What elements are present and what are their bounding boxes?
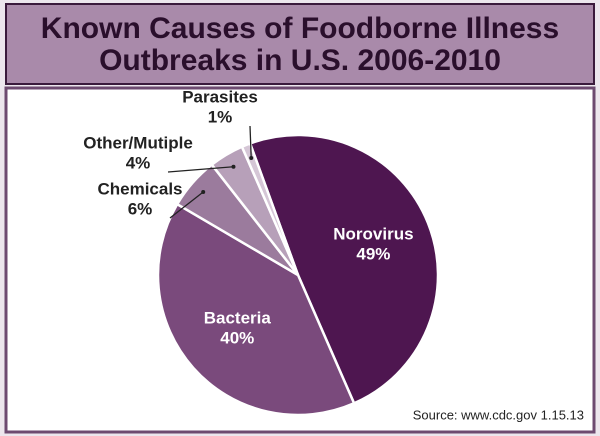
chart-title: Outbreaks in U.S. 2006-2010 <box>99 44 501 77</box>
slice-value: 4% <box>126 153 151 172</box>
leader-line <box>169 191 204 219</box>
leader-dot <box>249 156 254 161</box>
leader-dot <box>201 190 206 195</box>
slice-label: Chemicals <box>97 179 182 198</box>
slice-value: 1% <box>208 107 233 126</box>
slice-label: Bacteria <box>204 308 272 327</box>
leader-line <box>167 166 234 173</box>
slice-value: 40% <box>220 328 254 347</box>
slice-label: Norovirus <box>333 224 413 243</box>
source-note: Source: www.cdc.gov 1.15.13 <box>413 407 584 422</box>
slice-value: 6% <box>128 199 153 218</box>
leader-dot <box>231 164 236 169</box>
slice-value: 49% <box>356 244 390 263</box>
pie-slice <box>248 133 440 405</box>
slice-label: Parasites <box>182 87 258 106</box>
pie-slice <box>156 202 356 417</box>
leader-line <box>249 125 252 159</box>
chart-title: Known Causes of Foodborne Illness <box>41 12 559 45</box>
title-bar <box>5 3 595 85</box>
slice-label: Other/Mutiple <box>83 133 193 152</box>
